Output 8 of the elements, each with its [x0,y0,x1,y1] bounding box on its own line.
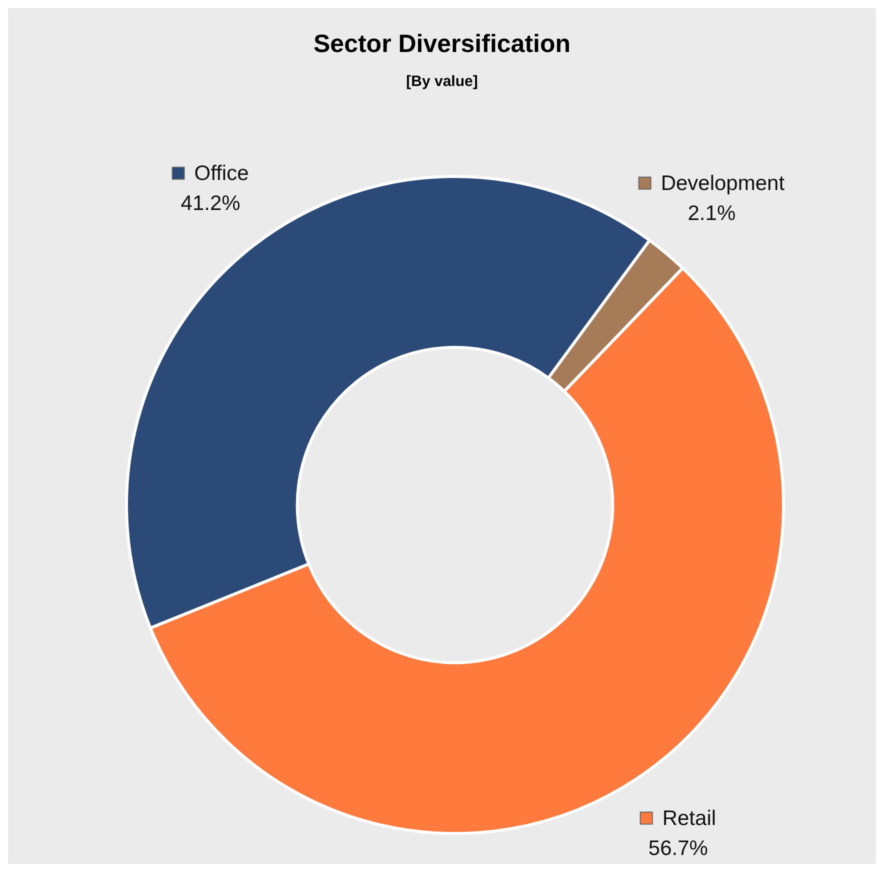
data-label: 2.1% [688,202,736,225]
data-label: 41.2% [180,192,240,216]
legend-label: Office [194,162,249,186]
chart-subtitle: [By value] [405,73,479,90]
legend-label: Retail [662,806,716,830]
legend-label: Development [660,172,785,195]
chart-title: Sector Diversification [312,30,572,59]
data-label: 56.7% [648,836,708,860]
